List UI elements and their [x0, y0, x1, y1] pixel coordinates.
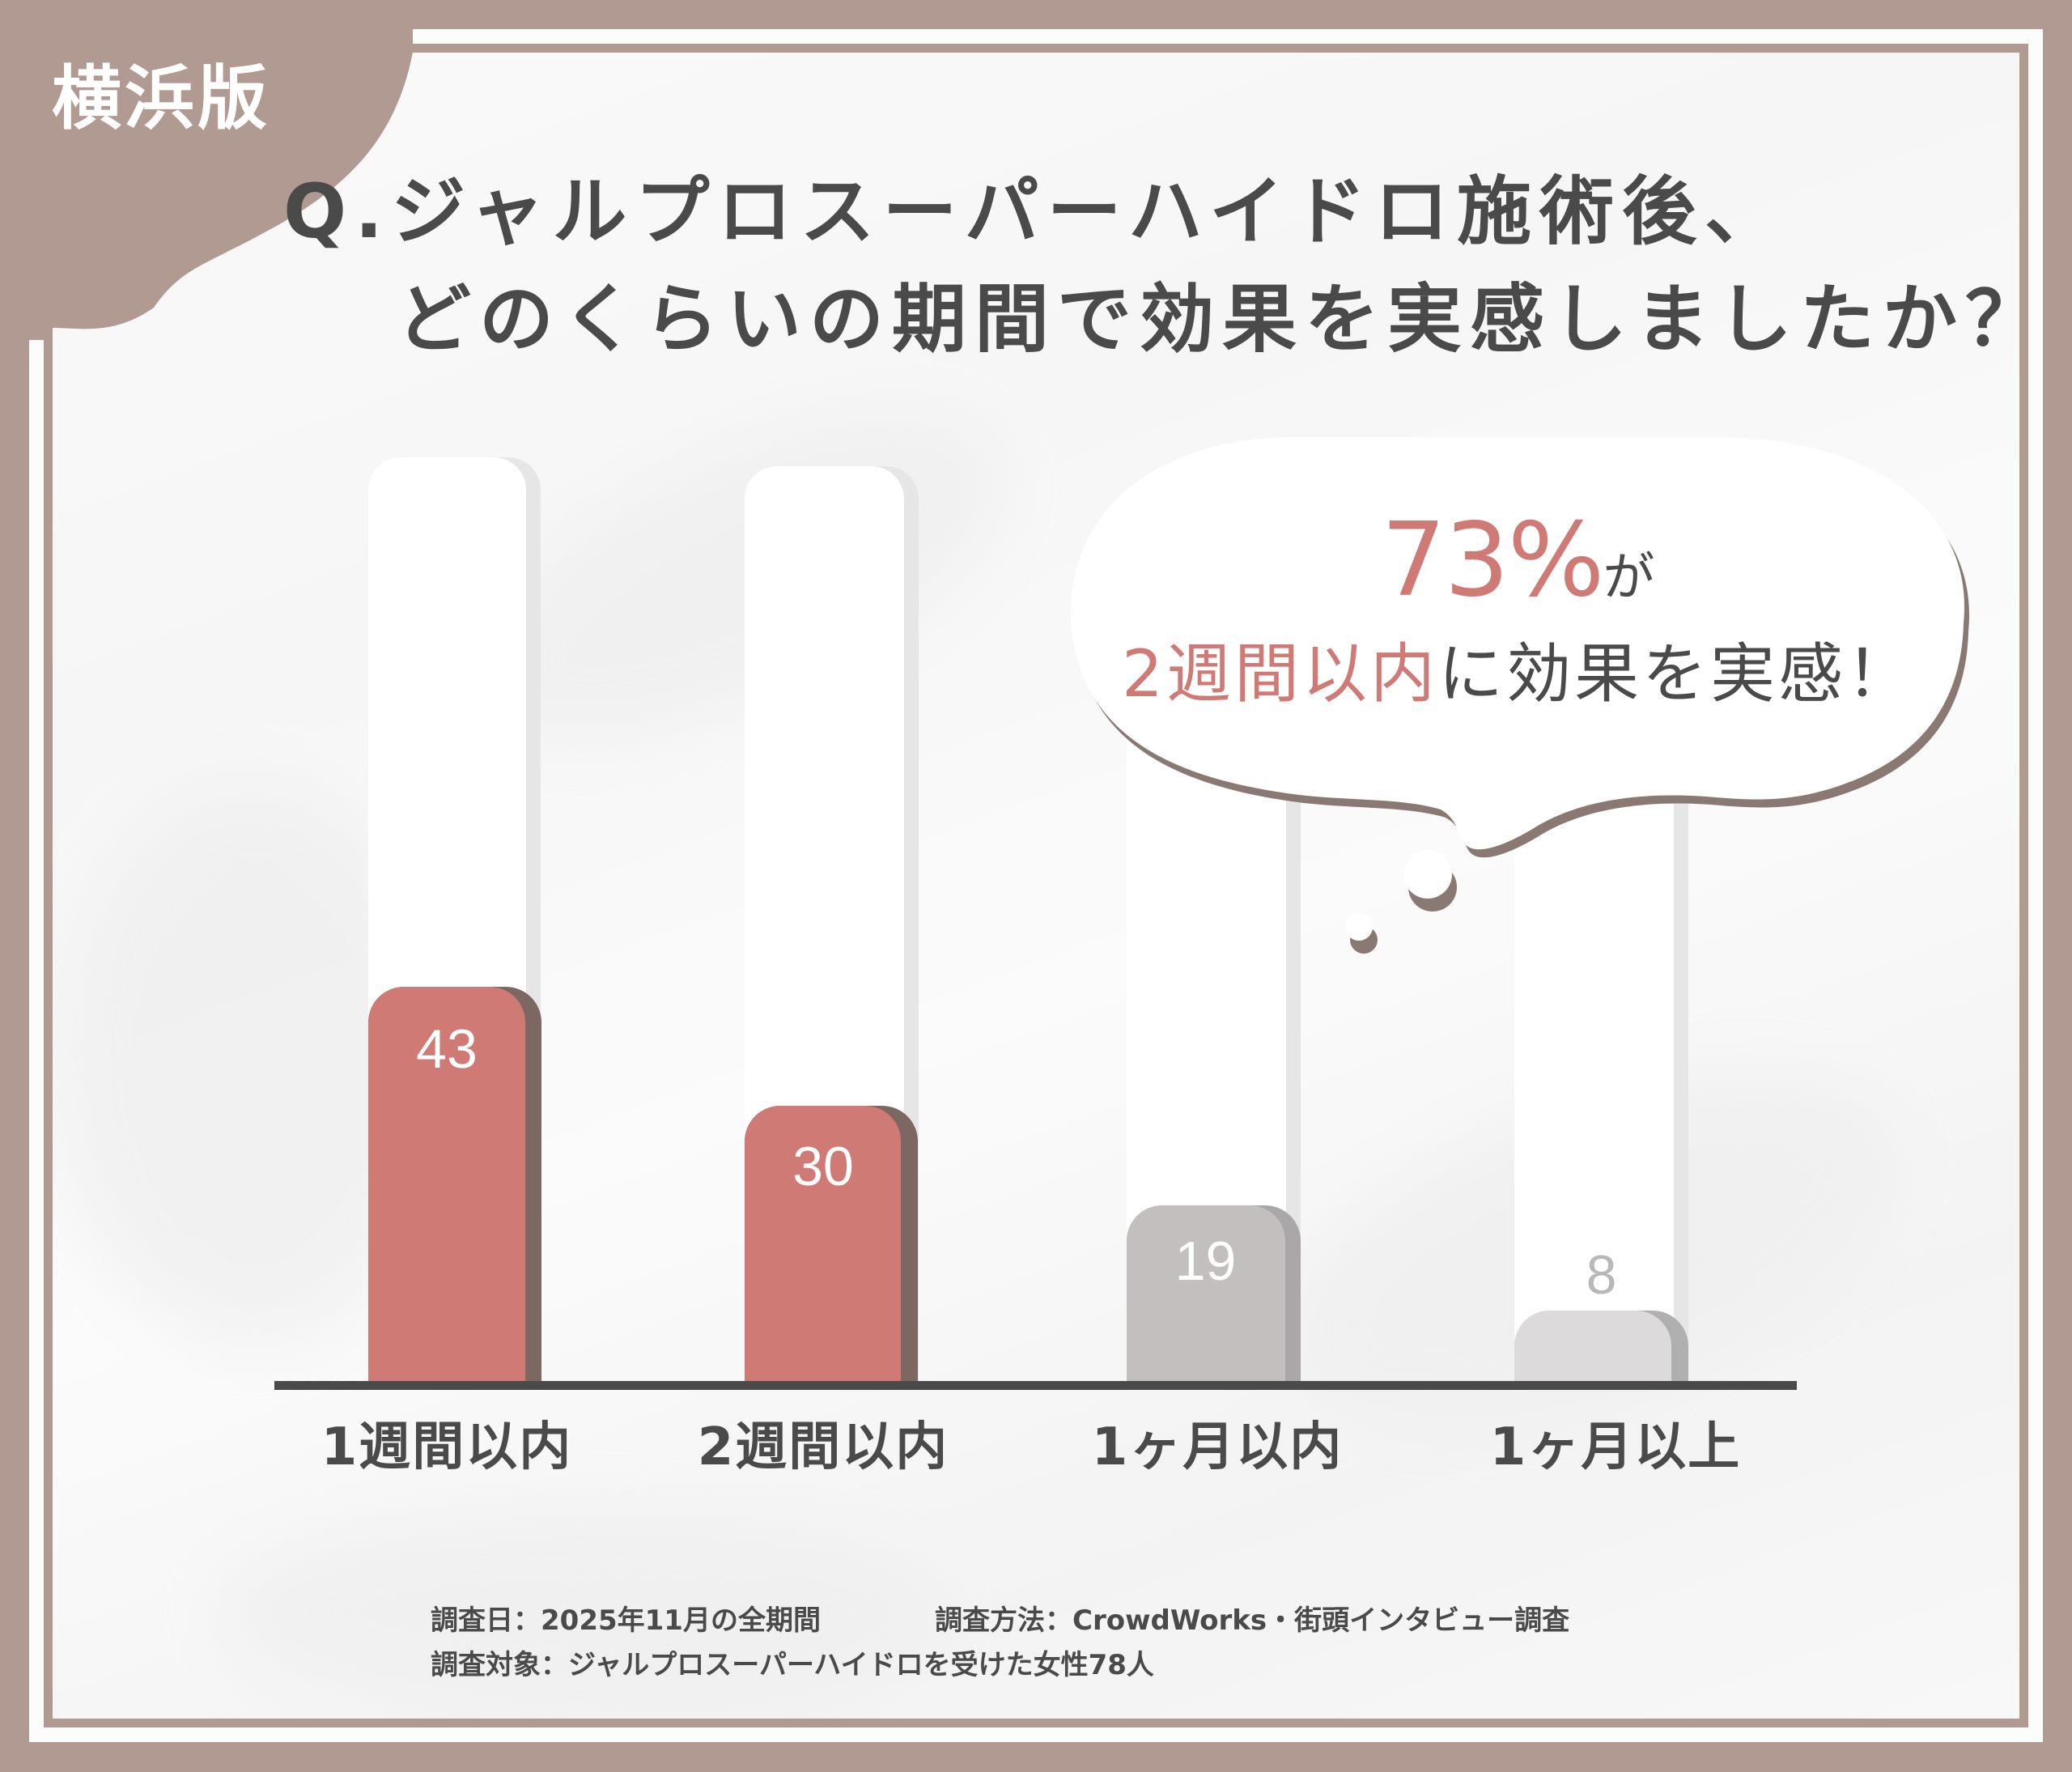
callout-highlight: 2週間以内	[1122, 636, 1438, 712]
bar-value: 30	[792, 1136, 854, 1197]
x-label-4: 1ヶ月以上	[1489, 1417, 1742, 1477]
bar-value: 19	[1174, 1230, 1237, 1292]
callout-rest: に効果を実感！	[1437, 636, 1914, 712]
speech-bubble	[1070, 437, 1970, 954]
bar-face	[1514, 1311, 1671, 1381]
bar-face	[745, 1106, 901, 1381]
callout-line2: 2週間以内に効果を実感！	[1072, 622, 1964, 716]
bar-over-1-month	[1514, 1311, 1688, 1381]
callout-percent: 73%	[1381, 500, 1604, 619]
x-axis-baseline	[274, 1381, 1797, 1390]
background-smudge	[214, 1510, 943, 1712]
x-label-1: 1週間以内	[321, 1417, 573, 1477]
survey-date: 調査日：2025年11月の全期間	[431, 1604, 821, 1637]
callout-line1: 73%が	[1072, 500, 1964, 619]
bar-1-week: 43	[368, 987, 541, 1381]
bar-face	[368, 987, 525, 1381]
bar-face	[1127, 1205, 1285, 1381]
region-tag: 横浜版	[52, 58, 270, 139]
question-title-line1: Q.ジャルプロスーパーハイドロ施術後、	[283, 168, 1787, 255]
bar-value: 43	[416, 1018, 478, 1080]
x-label-2: 2週間以内	[697, 1417, 949, 1477]
callout-percent-suffix: が	[1603, 548, 1655, 608]
x-label-3: 1ヶ月以内	[1091, 1417, 1344, 1477]
inner-frame-line	[44, 44, 2028, 1727]
bar-1-month: 19	[1127, 1205, 1301, 1381]
bar-2-weeks: 30	[745, 1106, 918, 1381]
survey-target: 調査対象：ジャルプロスーパーハイドロを受けた女性78人	[431, 1649, 1154, 1681]
survey-method: 調査方法：CrowdWorks・街頭インタビュー調査	[935, 1604, 1570, 1637]
question-title-line2: どのくらいの期間で効果を実感しましたか？	[397, 276, 2049, 363]
corner-tag-shape	[0, 0, 413, 340]
bar-value-outside: 8	[1586, 1244, 1617, 1306]
